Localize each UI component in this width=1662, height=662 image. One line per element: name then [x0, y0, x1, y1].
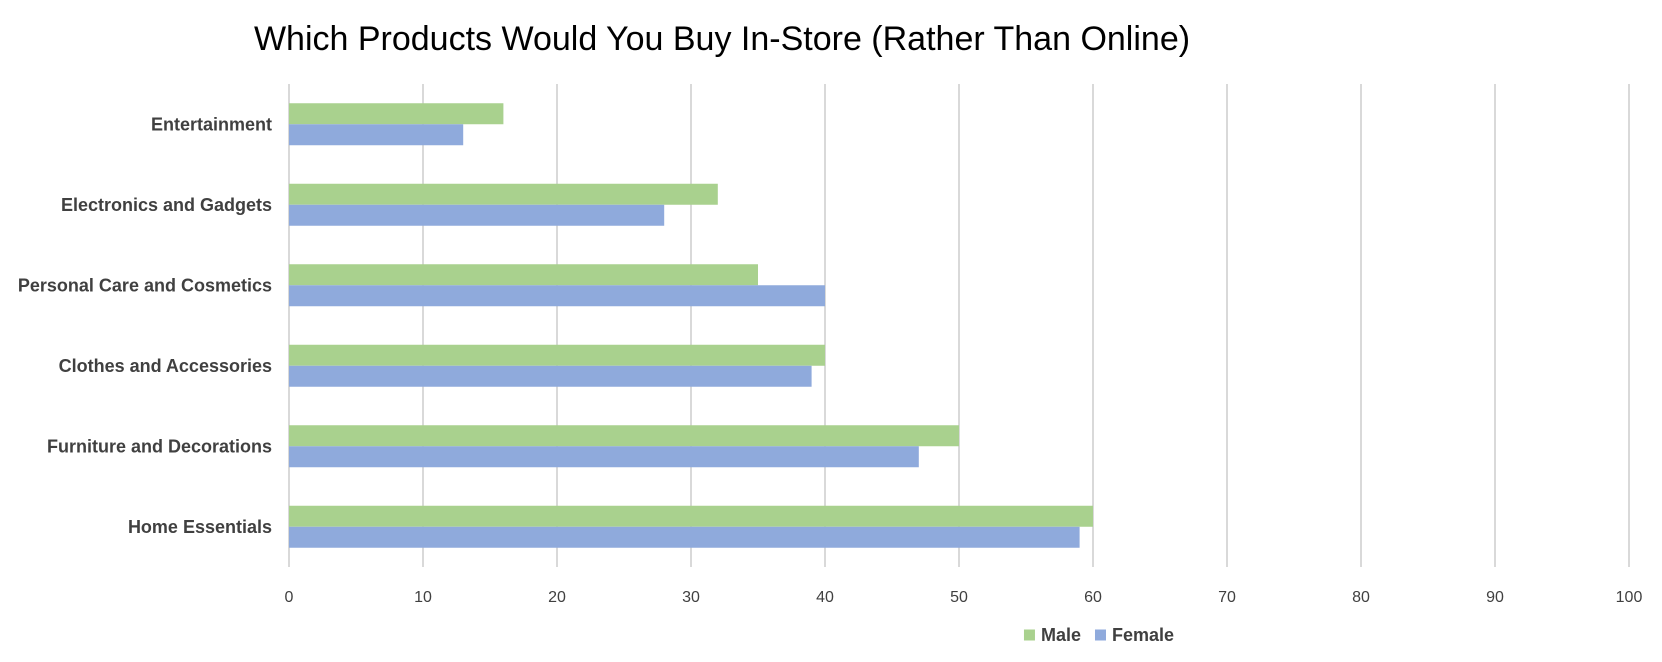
category-labels: Entertainment Electronics and Gadgets Pers…: [18, 114, 272, 537]
bar-male-personal-care-and-cosmetics: [289, 264, 758, 286]
category-label-clothes-and-accessories: Clothes and Accessories: [59, 356, 272, 376]
legend-label-male: Male: [1041, 625, 1081, 645]
x-tick-label-90: 90: [1486, 589, 1504, 606]
legend-label-female: Female: [1112, 625, 1174, 645]
category-label-home-essentials: Home Essentials: [128, 517, 272, 537]
x-axis-tick-labels: 0 10 20 30 40 50 60 70 80 90 100: [285, 589, 1643, 606]
x-tick-label-30: 30: [682, 589, 700, 606]
bar-female-personal-care-and-cosmetics: [289, 285, 825, 307]
x-tick-label-60: 60: [1084, 589, 1102, 606]
bars: [289, 103, 1093, 548]
bar-female-home-essentials: [289, 526, 1080, 548]
category-label-entertainment: Entertainment: [151, 114, 272, 134]
x-tick-label-40: 40: [816, 589, 834, 606]
category-label-furniture-and-decorations: Furniture and Decorations: [47, 436, 272, 456]
bar-female-electronics-and-gadgets: [289, 204, 665, 226]
chart-title: Which Products Would You Buy In-Store (R…: [254, 20, 1190, 58]
legend-swatch-female: [1094, 629, 1106, 641]
gridlines: [288, 84, 1630, 567]
x-tick-label-70: 70: [1218, 589, 1236, 606]
legend: Male Female: [1023, 625, 1174, 645]
bar-male-home-essentials: [289, 505, 1093, 527]
x-tick-label-10: 10: [414, 589, 432, 606]
legend-swatch-male: [1023, 629, 1035, 641]
x-tick-label-0: 0: [285, 589, 294, 606]
x-tick-label-80: 80: [1352, 589, 1370, 606]
x-tick-label-100: 100: [1616, 589, 1643, 606]
bar-male-entertainment: [289, 103, 504, 125]
x-tick-label-50: 50: [950, 589, 968, 606]
category-label-electronics-and-gadgets: Electronics and Gadgets: [61, 195, 272, 215]
bar-female-clothes-and-accessories: [289, 365, 812, 387]
category-label-personal-care-and-cosmetics: Personal Care and Cosmetics: [18, 275, 272, 295]
x-tick-label-20: 20: [548, 589, 566, 606]
bar-male-clothes-and-accessories: [289, 344, 825, 366]
bar-female-entertainment: [289, 124, 464, 146]
bar-female-furniture-and-decorations: [289, 446, 919, 468]
bar-male-furniture-and-decorations: [289, 425, 959, 447]
bar-male-electronics-and-gadgets: [289, 183, 718, 205]
